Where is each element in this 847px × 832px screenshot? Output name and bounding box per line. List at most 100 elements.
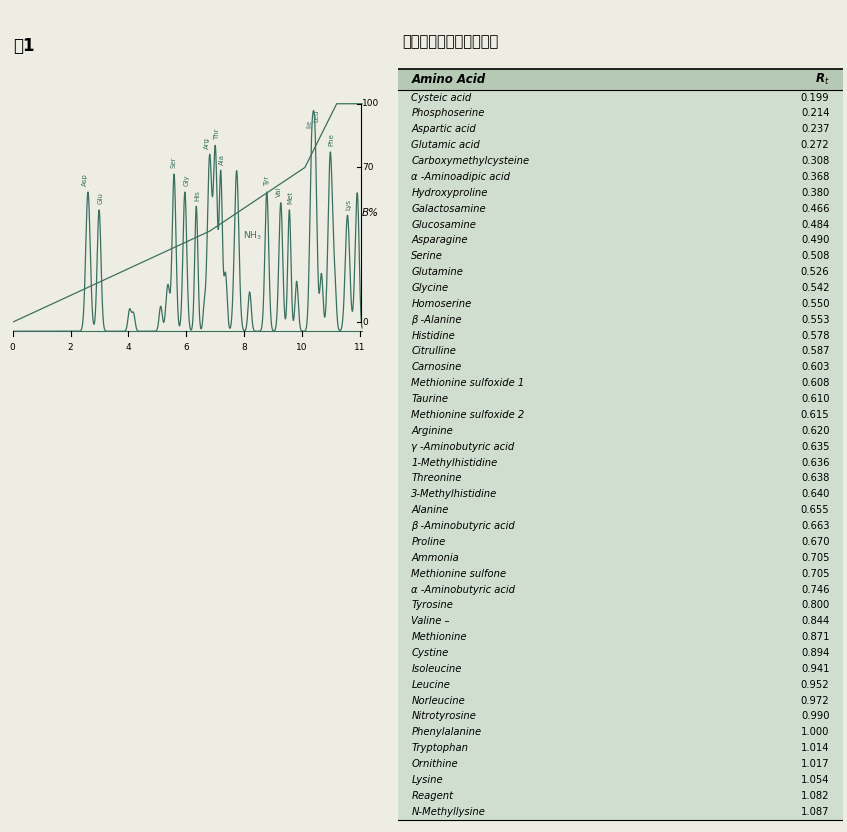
Bar bbox=[398, 629, 843, 645]
Bar bbox=[398, 693, 843, 709]
Bar bbox=[398, 121, 843, 137]
Text: Tryptophan: Tryptophan bbox=[412, 743, 468, 753]
Text: α -Aminobutyric acid: α -Aminobutyric acid bbox=[412, 585, 516, 595]
Text: 0.972: 0.972 bbox=[800, 696, 829, 706]
Text: β -Aminobutyric acid: β -Aminobutyric acid bbox=[412, 521, 515, 531]
Text: 0.553: 0.553 bbox=[801, 314, 829, 324]
Text: Met: Met bbox=[288, 191, 294, 204]
Text: Tyr: Tyr bbox=[263, 176, 270, 186]
Text: Citrulline: Citrulline bbox=[412, 346, 457, 356]
Text: Methionine: Methionine bbox=[412, 632, 467, 642]
Bar bbox=[398, 438, 843, 454]
Text: 1.082: 1.082 bbox=[801, 791, 829, 801]
Text: Asparagine: Asparagine bbox=[412, 235, 468, 245]
Text: 0.638: 0.638 bbox=[801, 473, 829, 483]
Text: 0.640: 0.640 bbox=[801, 489, 829, 499]
Text: 3-Methylhistidine: 3-Methylhistidine bbox=[412, 489, 498, 499]
Text: 1.000: 1.000 bbox=[801, 727, 829, 737]
Text: 0.603: 0.603 bbox=[801, 363, 829, 373]
Bar bbox=[398, 471, 843, 487]
Text: 0.368: 0.368 bbox=[801, 172, 829, 182]
Bar bbox=[398, 216, 843, 232]
Text: 0.990: 0.990 bbox=[801, 711, 829, 721]
Text: Amino Acid: Amino Acid bbox=[412, 73, 485, 86]
Text: Ala: Ala bbox=[219, 154, 225, 165]
Text: NH$_3$: NH$_3$ bbox=[243, 230, 262, 242]
Text: 0.490: 0.490 bbox=[801, 235, 829, 245]
Text: 0.526: 0.526 bbox=[800, 267, 829, 277]
Bar bbox=[398, 725, 843, 740]
Text: Phe: Phe bbox=[329, 133, 335, 146]
Bar bbox=[398, 804, 843, 820]
Bar bbox=[398, 248, 843, 265]
Text: B%: B% bbox=[363, 208, 379, 218]
Text: Methionine sulfone: Methionine sulfone bbox=[412, 568, 507, 579]
Bar bbox=[398, 518, 843, 534]
Bar bbox=[398, 201, 843, 216]
Text: 1.017: 1.017 bbox=[800, 759, 829, 769]
Text: 100: 100 bbox=[363, 99, 379, 108]
Text: 11: 11 bbox=[354, 343, 365, 352]
Text: N-Methyllysine: N-Methyllysine bbox=[412, 807, 485, 817]
Text: Hydroxyproline: Hydroxyproline bbox=[412, 188, 488, 198]
Bar bbox=[398, 137, 843, 153]
Text: 70: 70 bbox=[363, 163, 374, 172]
Text: 0.636: 0.636 bbox=[801, 458, 829, 468]
Bar bbox=[398, 676, 843, 693]
Text: 1.087: 1.087 bbox=[801, 807, 829, 817]
Text: Asp: Asp bbox=[82, 174, 88, 186]
Bar bbox=[398, 407, 843, 423]
Text: 10: 10 bbox=[296, 343, 307, 352]
Text: 0.670: 0.670 bbox=[801, 537, 829, 547]
Text: Glycine: Glycine bbox=[412, 283, 449, 293]
Bar bbox=[398, 740, 843, 756]
Text: 0.380: 0.380 bbox=[801, 188, 829, 198]
Bar bbox=[398, 772, 843, 788]
Text: 0.655: 0.655 bbox=[800, 505, 829, 515]
Text: 1-Methylhistidine: 1-Methylhistidine bbox=[412, 458, 498, 468]
Text: Ornithine: Ornithine bbox=[412, 759, 458, 769]
Text: 2: 2 bbox=[68, 343, 74, 352]
Text: 0.871: 0.871 bbox=[801, 632, 829, 642]
Text: Isoleucine: Isoleucine bbox=[412, 664, 462, 674]
Bar bbox=[398, 423, 843, 438]
Text: 0.620: 0.620 bbox=[801, 426, 829, 436]
Bar bbox=[398, 534, 843, 550]
Text: Proline: Proline bbox=[412, 537, 446, 547]
Text: 0.844: 0.844 bbox=[801, 617, 829, 626]
Text: 0.508: 0.508 bbox=[801, 251, 829, 261]
Text: 0.484: 0.484 bbox=[801, 220, 829, 230]
Text: Lys: Lys bbox=[346, 199, 352, 210]
Text: Arginine: Arginine bbox=[412, 426, 453, 436]
Text: 0.663: 0.663 bbox=[801, 521, 829, 531]
Text: Glucosamine: Glucosamine bbox=[412, 220, 476, 230]
Text: Ser: Ser bbox=[170, 157, 176, 168]
Bar bbox=[398, 503, 843, 518]
Bar bbox=[398, 550, 843, 566]
Bar bbox=[398, 566, 843, 582]
Text: 0.615: 0.615 bbox=[800, 410, 829, 420]
Text: 0.272: 0.272 bbox=[800, 140, 829, 151]
Bar bbox=[398, 265, 843, 280]
Text: Ile: Ile bbox=[307, 120, 313, 128]
Text: 表１．相対的な溶出位置: 表１．相対的な溶出位置 bbox=[402, 34, 499, 49]
Bar bbox=[398, 169, 843, 185]
Text: Glu: Glu bbox=[97, 192, 103, 204]
Text: His: His bbox=[195, 190, 201, 201]
Text: Threonine: Threonine bbox=[412, 473, 462, 483]
Bar bbox=[398, 582, 843, 597]
Bar bbox=[398, 613, 843, 629]
Text: Cystine: Cystine bbox=[412, 648, 449, 658]
Text: Thr: Thr bbox=[213, 128, 219, 140]
Text: Gly: Gly bbox=[183, 175, 189, 186]
Bar bbox=[398, 454, 843, 471]
Text: Phosphoserine: Phosphoserine bbox=[412, 108, 484, 118]
Text: Val: Val bbox=[276, 186, 282, 197]
Text: 0: 0 bbox=[363, 318, 368, 327]
Bar bbox=[398, 312, 843, 328]
Bar bbox=[398, 359, 843, 375]
Bar bbox=[398, 153, 843, 169]
Text: β -Alanine: β -Alanine bbox=[412, 314, 462, 324]
Text: 0.550: 0.550 bbox=[801, 299, 829, 309]
Bar bbox=[398, 661, 843, 676]
